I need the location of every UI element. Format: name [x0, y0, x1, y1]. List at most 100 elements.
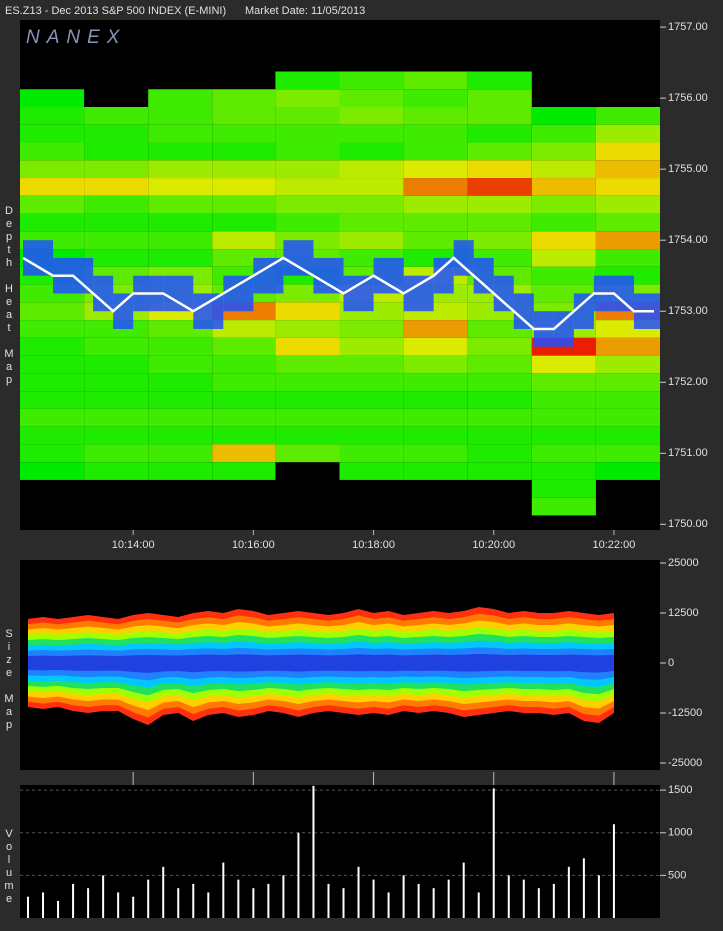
volume-bar — [357, 866, 360, 918]
depth-cell — [148, 249, 213, 267]
depth-cell — [20, 355, 85, 374]
volume-bar — [387, 892, 390, 918]
depth-cell — [84, 337, 149, 356]
depth-cell — [20, 320, 85, 338]
depth-cell — [531, 444, 596, 463]
depth-cell — [212, 391, 276, 409]
depth-cell — [84, 231, 149, 250]
depth-cell — [275, 178, 340, 196]
depth-cell — [20, 391, 85, 409]
symbol-title: ES.Z13 - Dec 2013 S&P 500 INDEX (E-MINI) — [5, 5, 226, 17]
volume-bar — [417, 883, 420, 918]
volume-panel — [20, 785, 660, 918]
volume-bar — [297, 832, 300, 918]
depth-cell — [403, 160, 468, 179]
depth-cell — [275, 320, 340, 338]
depth-cell — [467, 213, 532, 232]
trade-band — [23, 240, 54, 276]
depth-cell — [212, 337, 276, 356]
depth-cell — [339, 426, 404, 445]
depth-cell — [84, 213, 149, 232]
depth-cell — [148, 178, 213, 196]
trade-band — [73, 257, 94, 294]
depth-cell — [275, 142, 340, 161]
volume-bar — [597, 875, 600, 918]
depth-cell — [339, 444, 404, 463]
depth-cell — [148, 231, 213, 250]
depth-cell — [148, 426, 213, 445]
depth-cell — [212, 178, 276, 196]
volume-bar — [177, 888, 180, 918]
y-tick-label: 1756.00 — [668, 92, 708, 104]
depth-cell — [339, 89, 404, 108]
x-tick-label: 10:22:00 — [593, 539, 636, 551]
trade-band — [433, 257, 454, 294]
depth-cell — [339, 71, 404, 90]
volume-bar — [477, 892, 480, 918]
x-tick-label: 10:16:00 — [232, 539, 275, 551]
depth-cell — [275, 213, 340, 232]
volume-bar — [537, 888, 540, 918]
depth-cell — [595, 462, 660, 480]
depth-cell — [275, 337, 340, 356]
depth-cell — [339, 195, 404, 214]
depth-cell — [595, 142, 660, 161]
depth-cell — [531, 391, 596, 409]
trade-band — [313, 257, 344, 294]
trade-band — [493, 275, 514, 312]
y-axis-label: Size Map — [3, 628, 15, 732]
depth-cell — [275, 71, 340, 90]
depth-cell — [467, 462, 532, 480]
depth-cell — [531, 497, 596, 516]
depth-cell — [403, 178, 468, 196]
y-tick-label: 1753.00 — [668, 305, 708, 317]
depth-cell — [531, 213, 596, 232]
volume-bar — [312, 785, 315, 918]
depth-cell — [595, 426, 660, 445]
size-band — [28, 663, 614, 673]
x-tick-label: 10:20:00 — [472, 539, 515, 551]
depth-cell — [20, 373, 85, 392]
depth-cell — [212, 444, 276, 463]
y-tick-label: 0 — [668, 657, 674, 669]
volume-bar — [87, 888, 90, 918]
y-axis-label: Volume — [3, 828, 15, 906]
depth-cell — [339, 231, 404, 250]
depth-cell — [84, 178, 149, 196]
depth-cell — [212, 408, 276, 427]
depth-cell — [84, 373, 149, 392]
depth-cell — [275, 426, 340, 445]
depth-cell — [403, 444, 468, 463]
depth-cell — [20, 195, 85, 214]
depth-cell — [339, 160, 404, 179]
depth-cell — [148, 142, 213, 161]
depth-cell — [339, 391, 404, 409]
trade-band — [613, 275, 634, 312]
volume-bar — [207, 892, 210, 918]
depth-cell — [595, 373, 660, 392]
depth-cell — [20, 408, 85, 427]
y-tick-label: 1754.00 — [668, 234, 708, 246]
y-tick-label: 1752.00 — [668, 376, 708, 388]
depth-cell — [595, 160, 660, 179]
depth-cell — [403, 71, 468, 90]
depth-cell — [275, 391, 340, 409]
depth-cell — [212, 160, 276, 179]
depth-cell — [84, 249, 149, 267]
depth-cell — [148, 160, 213, 179]
depth-cell — [148, 124, 213, 143]
depth-cell — [339, 355, 404, 374]
depth-cell — [403, 462, 468, 480]
y-tick-label: 1757.00 — [668, 21, 708, 33]
depth-cell — [339, 107, 404, 125]
trade-band — [373, 257, 404, 294]
depth-cell — [339, 462, 404, 480]
volume-bar — [117, 892, 120, 918]
depth-cell — [531, 479, 596, 498]
depth-cell — [467, 160, 532, 179]
depth-cell — [531, 231, 596, 250]
y-tick-label: 1000 — [668, 827, 692, 839]
trade-band — [223, 275, 254, 312]
y-tick-label: -12500 — [668, 707, 702, 719]
depth-cell — [84, 391, 149, 409]
